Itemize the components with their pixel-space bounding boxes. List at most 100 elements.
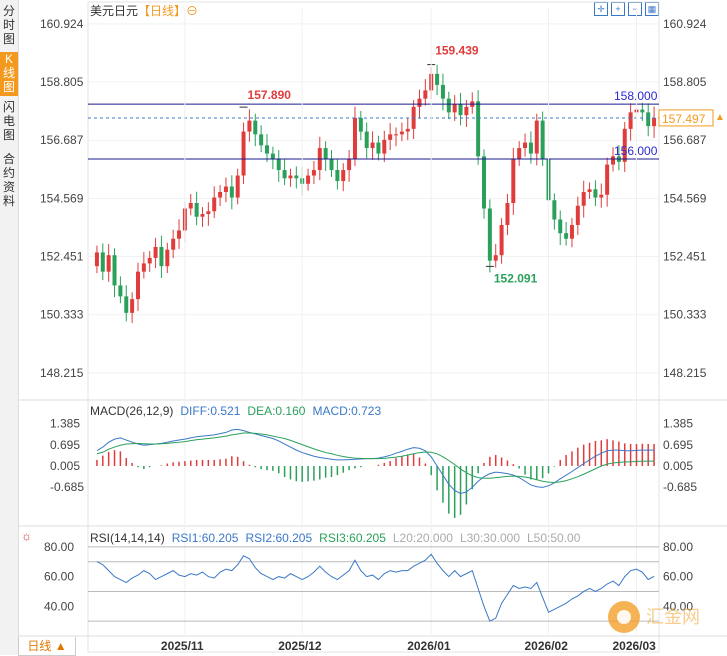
candle-body xyxy=(458,104,463,116)
tab-contract-info[interactable]: 合约资料 xyxy=(2,152,15,208)
candle-body xyxy=(417,98,422,107)
candle-body xyxy=(399,131,404,135)
candle-body xyxy=(223,186,228,193)
period-select-button[interactable]: 日线 ▲ xyxy=(18,637,76,656)
candle-body xyxy=(177,230,182,239)
rsi1-label: RSI1:60.205 xyxy=(171,531,239,545)
candle-body xyxy=(329,159,334,171)
candle-body xyxy=(253,120,258,135)
candle-body xyxy=(235,175,240,198)
candle-body xyxy=(481,156,486,209)
candle-body xyxy=(564,233,569,239)
x-tick-label: 2026/01 xyxy=(407,639,451,653)
y-tick-label-right: 150.333 xyxy=(663,308,707,322)
y-tick-label-right: 156.687 xyxy=(663,133,707,147)
candle-body xyxy=(270,153,275,160)
l20-label: L20:20.000 xyxy=(392,531,453,545)
candle-body xyxy=(118,285,123,297)
candle-body xyxy=(218,192,223,198)
candle-body xyxy=(540,120,545,160)
annotation-label: 152.091 xyxy=(494,271,538,285)
settings-gear-icon[interactable]: ☼ xyxy=(21,529,32,543)
candle-body xyxy=(376,142,381,154)
candle-body xyxy=(130,299,135,313)
candle-body xyxy=(141,263,146,272)
x-tick-label: 2025/11 xyxy=(161,639,204,653)
candle-body xyxy=(288,175,293,179)
candle-body xyxy=(306,175,311,184)
candle-body xyxy=(493,255,498,261)
y-tick-label-right: 160.924 xyxy=(663,17,707,31)
candle-body xyxy=(611,156,616,165)
macd-y-tick: 0.695 xyxy=(50,438,80,452)
x-tick-label: 2026/03 xyxy=(612,639,656,653)
left-sidebar: 分时图 K线图 闪电图 合约资料 xyxy=(0,0,19,655)
macd-y-tick-right: -0.685 xyxy=(663,480,697,494)
candle-body xyxy=(423,90,428,99)
candle-body xyxy=(241,131,246,176)
tab-flash-chart[interactable]: 闪电图 xyxy=(2,100,15,142)
y-tick-label-right: 158.805 xyxy=(663,75,707,89)
rsi-y-tick: 80.00 xyxy=(44,540,74,554)
candle-body xyxy=(534,120,539,154)
macd-value-label: MACD:0.723 xyxy=(312,404,382,418)
tab-kline-chart[interactable]: K线图 xyxy=(0,52,18,96)
macd-dea-label: DEA:0.160 xyxy=(247,404,306,418)
current-price-label: 157.497 xyxy=(662,112,706,126)
y-tick-label-right: 154.569 xyxy=(663,191,707,205)
candle-body xyxy=(276,159,281,171)
macd-y-tick: 0.005 xyxy=(50,459,80,473)
candle-body xyxy=(511,159,516,203)
candle-body xyxy=(558,219,563,234)
candle-body xyxy=(352,117,357,160)
candle-body xyxy=(523,142,528,149)
candle-body xyxy=(259,134,264,146)
candle-body xyxy=(628,112,633,129)
candle-body xyxy=(159,246,164,267)
macd-y-tick: 1.385 xyxy=(50,417,80,431)
candle-body xyxy=(569,224,574,239)
candle-body xyxy=(247,120,252,132)
candle-body xyxy=(440,84,445,99)
rsi-y-tick-right: 40.00 xyxy=(663,599,693,613)
rsi3-label: RSI3:60.205 xyxy=(319,531,386,545)
rsi-y-tick: 60.00 xyxy=(44,570,74,584)
candle-body xyxy=(464,106,469,116)
rsi-y-tick-right: 80.00 xyxy=(663,540,693,554)
candle-body xyxy=(446,98,451,113)
candle-body xyxy=(282,170,287,179)
candle-body xyxy=(552,200,557,220)
rsi2-label: RSI2:60.205 xyxy=(245,531,313,545)
candle-body xyxy=(452,104,457,113)
candle-body xyxy=(212,197,217,212)
chart-header: 美元日元【日线】⊖ xyxy=(90,2,198,18)
period-select-label: 日线 xyxy=(27,639,52,653)
candle-body xyxy=(347,159,352,171)
rsi-y-tick-right: 60.00 xyxy=(663,570,693,584)
macd-diff-label: DIFF:0.521 xyxy=(180,404,241,418)
y-tick-label: 150.333 xyxy=(40,308,84,322)
candle-body xyxy=(364,131,369,149)
macd-legend: MACD(26,12,9) DIFF:0.521 DEA:0.160 MACD:0.7… xyxy=(90,404,388,418)
candle-body xyxy=(575,205,580,225)
caret-up-icon: ▲ xyxy=(54,639,67,653)
candle-body xyxy=(388,134,393,140)
candle-body xyxy=(106,255,111,272)
candle-body xyxy=(147,257,152,264)
candle-body xyxy=(505,203,510,225)
y-tick-label: 160.924 xyxy=(40,17,84,31)
collapse-icon[interactable]: ⊖ xyxy=(186,4,199,18)
candle-body xyxy=(640,109,645,113)
level-line-label: 156.000 xyxy=(614,144,658,158)
tab-timeshare-chart[interactable]: 分时图 xyxy=(2,4,15,46)
rsi-title: RSI(14,14,14) xyxy=(90,531,165,545)
candle-body xyxy=(341,170,346,182)
candle-body xyxy=(194,203,199,217)
plot-frame xyxy=(87,1,660,653)
current-price-box xyxy=(658,109,714,127)
candle-body xyxy=(499,224,504,256)
candle-body xyxy=(394,134,399,136)
y-tick-label-right: 152.451 xyxy=(663,250,707,264)
candle-body xyxy=(188,203,193,209)
